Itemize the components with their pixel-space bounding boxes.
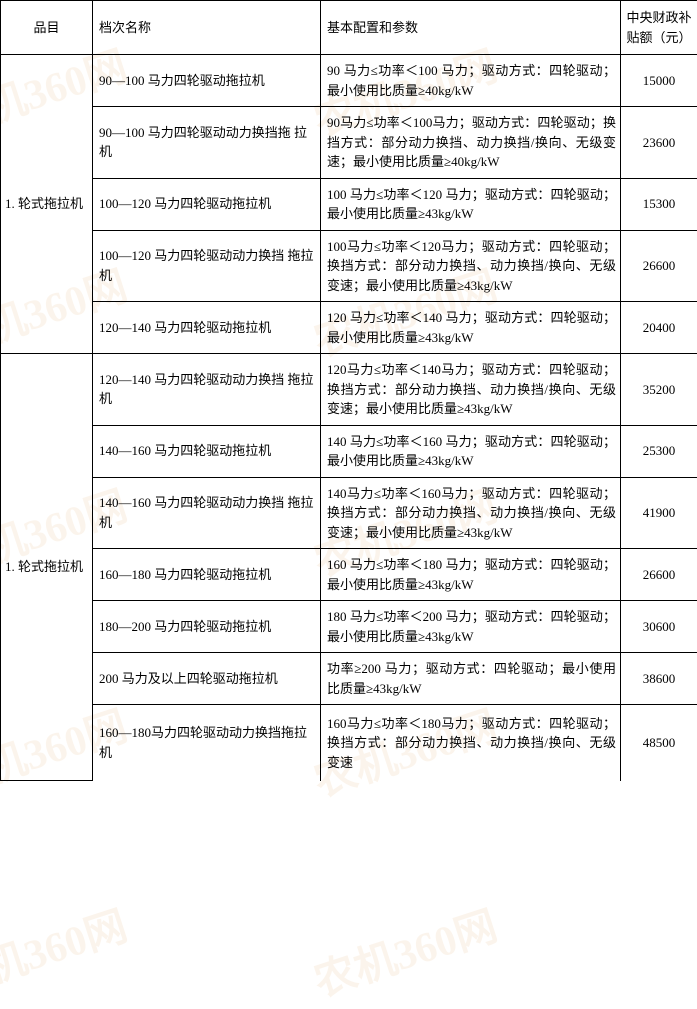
watermark: 农机360网 bbox=[0, 892, 134, 1008]
tier-cell: 140—160 马力四轮驱动动力换挡 拖拉机 bbox=[93, 477, 321, 549]
tier-cell: 120—140 马力四轮驱动动力换挡 拖拉机 bbox=[93, 354, 321, 426]
table-row: 180—200 马力四轮驱动拖拉机 180 马力≤功率＜200 马力；驱动方式：… bbox=[1, 601, 697, 653]
spec-cell: 160 马力≤功率＜180 马力；驱动方式：四轮驱动；最小使用比质量≥43kg/… bbox=[321, 549, 621, 601]
subsidy-cell: 20400 bbox=[621, 302, 697, 354]
subsidy-cell: 23600 bbox=[621, 107, 697, 179]
subsidy-cell: 30600 bbox=[621, 601, 697, 653]
tier-cell: 200 马力及以上四轮驱动拖拉机 bbox=[93, 653, 321, 705]
spec-cell: 90马力≤功率＜100马力；驱动方式：四轮驱动；换挡方式：部分动力换挡、动力换挡… bbox=[321, 107, 621, 179]
tier-cell: 100—120 马力四轮驱动动力换挡 拖拉机 bbox=[93, 230, 321, 302]
table-row: 90—100 马力四轮驱动动力换挡拖 拉机 90马力≤功率＜100马力；驱动方式… bbox=[1, 107, 697, 179]
category-cell: 1. 轮式拖拉机 bbox=[1, 55, 93, 354]
tier-cell: 180—200 马力四轮驱动拖拉机 bbox=[93, 601, 321, 653]
spec-cell: 120 马力≤功率＜140 马力；驱动方式：四轮驱动；最小使用比质量≥43kg/… bbox=[321, 302, 621, 354]
tier-cell: 100—120 马力四轮驱动拖拉机 bbox=[93, 178, 321, 230]
subsidy-table: 品目 档次名称 基本配置和参数 中央财政补贴额（元） 1. 轮式拖拉机 90—1… bbox=[0, 0, 697, 781]
header-spec: 基本配置和参数 bbox=[321, 1, 621, 55]
spec-cell: 100马力≤功率＜120马力；驱动方式：四轮驱动；换挡方式：部分动力换挡、动力换… bbox=[321, 230, 621, 302]
subsidy-cell: 25300 bbox=[621, 425, 697, 477]
spec-cell: 160马力≤功率＜180马力；驱动方式：四轮驱动；换挡方式：部分动力换挡、动力换… bbox=[321, 705, 621, 781]
table-row: 100—120 马力四轮驱动动力换挡 拖拉机 100马力≤功率＜120马力；驱动… bbox=[1, 230, 697, 302]
category-cell: 1. 轮式拖拉机 bbox=[1, 354, 93, 781]
subsidy-cell: 41900 bbox=[621, 477, 697, 549]
spec-cell: 90 马力≤功率＜100 马力；驱动方式：四轮驱动；最小使用比质量≥40kg/k… bbox=[321, 55, 621, 107]
header-subsidy: 中央财政补贴额（元） bbox=[621, 1, 697, 55]
table-row: 120—140 马力四轮驱动拖拉机 120 马力≤功率＜140 马力；驱动方式：… bbox=[1, 302, 697, 354]
subsidy-cell: 38600 bbox=[621, 653, 697, 705]
subsidy-cell: 15000 bbox=[621, 55, 697, 107]
spec-cell: 180 马力≤功率＜200 马力；驱动方式：四轮驱动；最小使用比质量≥43kg/… bbox=[321, 601, 621, 653]
spec-cell: 功率≥200 马力；驱动方式：四轮驱动；最小使用比质量≥43kg/kW bbox=[321, 653, 621, 705]
table-row: 1. 轮式拖拉机 120—140 马力四轮驱动动力换挡 拖拉机 120马力≤功率… bbox=[1, 354, 697, 426]
table-row: 200 马力及以上四轮驱动拖拉机 功率≥200 马力；驱动方式：四轮驱动；最小使… bbox=[1, 653, 697, 705]
spec-cell: 100 马力≤功率＜120 马力；驱动方式：四轮驱动；最小使用比质量≥43kg/… bbox=[321, 178, 621, 230]
tier-cell: 160—180马力四轮驱动动力换挡拖拉机 bbox=[93, 705, 321, 781]
tier-cell: 140—160 马力四轮驱动拖拉机 bbox=[93, 425, 321, 477]
header-tier: 档次名称 bbox=[93, 1, 321, 55]
spec-cell: 140 马力≤功率＜160 马力；驱动方式：四轮驱动；最小使用比质量≥43kg/… bbox=[321, 425, 621, 477]
table-row: 140—160 马力四轮驱动动力换挡 拖拉机 140马力≤功率＜160马力；驱动… bbox=[1, 477, 697, 549]
tier-cell: 90—100 马力四轮驱动动力换挡拖 拉机 bbox=[93, 107, 321, 179]
subsidy-cell: 26600 bbox=[621, 230, 697, 302]
subsidy-cell: 15300 bbox=[621, 178, 697, 230]
subsidy-cell: 35200 bbox=[621, 354, 697, 426]
table-header-row: 品目 档次名称 基本配置和参数 中央财政补贴额（元） bbox=[1, 1, 697, 55]
table-row: 160—180马力四轮驱动动力换挡拖拉机 160马力≤功率＜180马力；驱动方式… bbox=[1, 705, 697, 781]
tier-cell: 120—140 马力四轮驱动拖拉机 bbox=[93, 302, 321, 354]
subsidy-cell: 26600 bbox=[621, 549, 697, 601]
watermark: 农机360网 bbox=[305, 892, 504, 1008]
subsidy-cell: 48500 bbox=[621, 705, 697, 781]
table-row: 1. 轮式拖拉机 90—100 马力四轮驱动拖拉机 90 马力≤功率＜100 马… bbox=[1, 55, 697, 107]
table-row: 100—120 马力四轮驱动拖拉机 100 马力≤功率＜120 马力；驱动方式：… bbox=[1, 178, 697, 230]
table-row: 140—160 马力四轮驱动拖拉机 140 马力≤功率＜160 马力；驱动方式：… bbox=[1, 425, 697, 477]
spec-cell: 140马力≤功率＜160马力；驱动方式：四轮驱动；换挡方式：部分动力换挡、动力换… bbox=[321, 477, 621, 549]
table-row: 160—180 马力四轮驱动拖拉机 160 马力≤功率＜180 马力；驱动方式：… bbox=[1, 549, 697, 601]
spec-cell: 120马力≤功率＜140马力；驱动方式：四轮驱动；换挡方式：部分动力换挡、动力换… bbox=[321, 354, 621, 426]
header-category: 品目 bbox=[1, 1, 93, 55]
tier-cell: 90—100 马力四轮驱动拖拉机 bbox=[93, 55, 321, 107]
tier-cell: 160—180 马力四轮驱动拖拉机 bbox=[93, 549, 321, 601]
